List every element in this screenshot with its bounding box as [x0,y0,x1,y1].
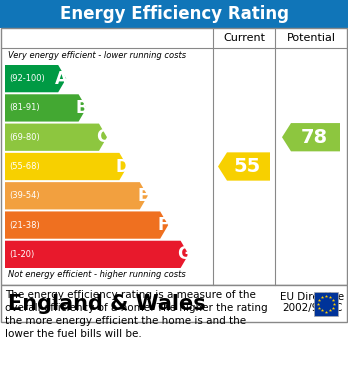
Polygon shape [5,212,168,239]
Text: 55: 55 [234,157,261,176]
Text: Current: Current [223,33,265,43]
Text: overall efficiency of a home. The higher the rating: overall efficiency of a home. The higher… [5,303,268,313]
Text: D: D [116,158,129,176]
Text: the more energy efficient the home is and the: the more energy efficient the home is an… [5,316,246,326]
Text: (69-80): (69-80) [9,133,40,142]
Text: C: C [96,128,108,146]
Bar [1,285,347,322]
Polygon shape [5,153,127,180]
Text: England & Wales: England & Wales [8,294,206,314]
Text: (21-38): (21-38) [9,221,40,230]
Text: 78: 78 [300,128,327,147]
Text: The energy efficiency rating is a measure of the: The energy efficiency rating is a measur… [5,290,256,300]
Polygon shape [5,182,148,210]
Text: Potential: Potential [286,33,335,43]
Polygon shape [5,241,189,268]
Polygon shape [218,152,270,181]
Text: (92-100): (92-100) [9,74,45,83]
Text: lower the fuel bills will be.: lower the fuel bills will be. [5,329,142,339]
Text: (81-91): (81-91) [9,104,40,113]
Polygon shape [5,65,66,92]
Text: B: B [75,99,88,117]
Polygon shape [5,94,87,122]
Polygon shape [282,123,340,151]
Text: (55-68): (55-68) [9,162,40,171]
Text: E: E [137,187,149,205]
Text: Energy Efficiency Rating: Energy Efficiency Rating [60,5,288,23]
Text: (39-54): (39-54) [9,191,40,200]
Text: G: G [177,246,190,264]
Text: A: A [55,70,68,88]
Text: (1-20): (1-20) [9,250,34,259]
Bar [314,292,338,316]
Bar [0,0,348,28]
Text: F: F [158,216,169,234]
Text: Very energy efficient - lower running costs: Very energy efficient - lower running co… [8,51,186,60]
Text: EU Directive
2002/91/EC: EU Directive 2002/91/EC [280,292,344,313]
Text: Not energy efficient - higher running costs: Not energy efficient - higher running co… [8,270,186,279]
Bar [1,28,347,285]
Polygon shape [5,124,107,151]
